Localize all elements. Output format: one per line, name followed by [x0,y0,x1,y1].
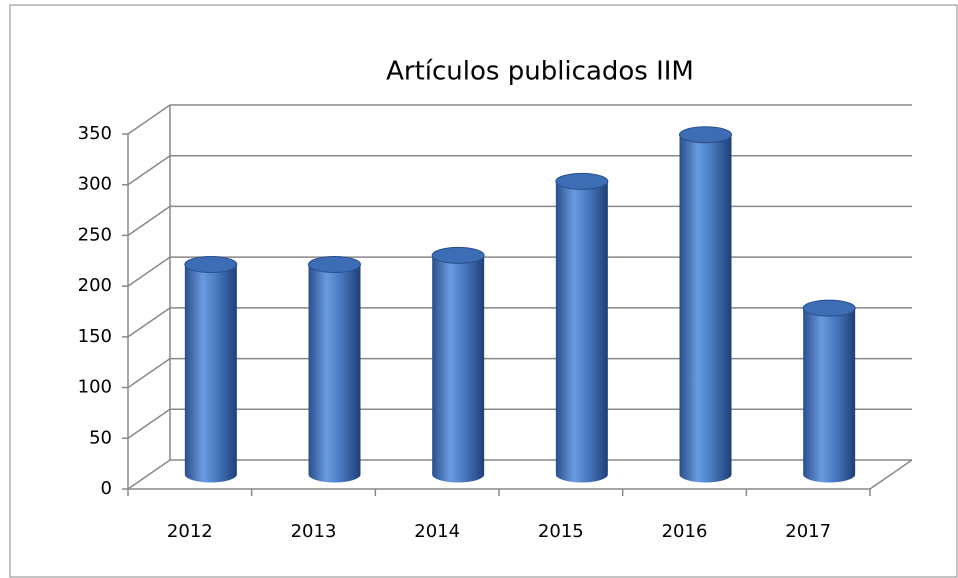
x-tick-label: 2015 [538,521,584,542]
bar [184,256,238,483]
chart-frame [9,4,958,578]
bar [679,126,732,483]
y-tick-label: 350 [78,123,112,144]
bar [802,299,856,483]
y-tick-label: 200 [78,275,112,296]
bar [555,172,609,483]
x-tick-label: 2016 [662,521,708,542]
x-tick-label: 2017 [785,521,831,542]
chart-title: Artículos publicados IIM [386,57,694,87]
x-tick-label: 2014 [414,521,460,542]
y-tick-label: 0 [101,478,112,499]
grid-line [127,357,912,389]
bar [431,246,485,483]
grid-line [127,104,912,135]
y-tick-label: 50 [89,427,112,448]
x-tick-label: 2013 [291,521,337,542]
bar [308,256,361,483]
grid-line [127,205,912,237]
y-tick-label: 150 [78,326,112,347]
floor [128,459,913,490]
y-tick-label: 100 [78,377,112,398]
grid-line [127,307,912,338]
grid-line [127,459,912,490]
y-tick-label: 300 [78,174,112,195]
y-tick-label: 250 [78,224,112,245]
grid-line [127,408,912,439]
x-tick-label: 2012 [167,521,213,542]
grid-line [127,154,912,186]
grid-line [127,256,912,287]
